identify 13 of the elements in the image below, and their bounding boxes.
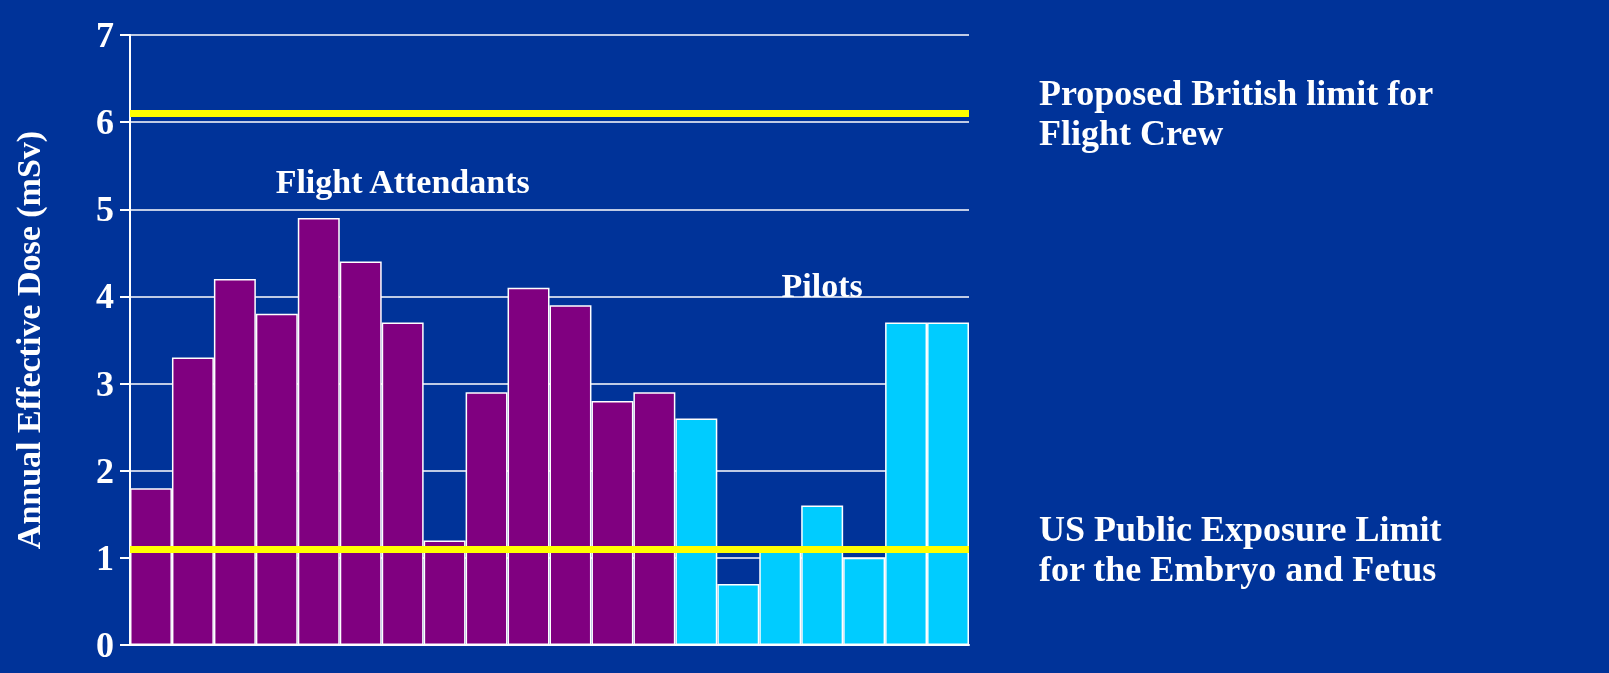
y-tick-label: 4 bbox=[96, 276, 114, 317]
y-tick-label: 1 bbox=[96, 537, 114, 578]
y-tick-label: 3 bbox=[96, 363, 114, 404]
y-tick-label: 2 bbox=[96, 450, 114, 491]
ref-line-label: US Public Exposure Limit for the Embryo and Fetus bbox=[1039, 509, 1451, 590]
ref-line-label: Proposed British limit for Flight Crew bbox=[1039, 73, 1442, 154]
y-axis-title: Annual Effective Dose (mSv) bbox=[9, 130, 48, 550]
series-label: Flight Attendants bbox=[275, 162, 530, 200]
y-tick-label: 7 bbox=[96, 15, 114, 55]
y-tick-label: 5 bbox=[96, 189, 114, 230]
y-tick-label: 0 bbox=[96, 625, 114, 665]
series-label: Pilots bbox=[781, 267, 863, 305]
y-tick-label: 6 bbox=[96, 102, 114, 143]
